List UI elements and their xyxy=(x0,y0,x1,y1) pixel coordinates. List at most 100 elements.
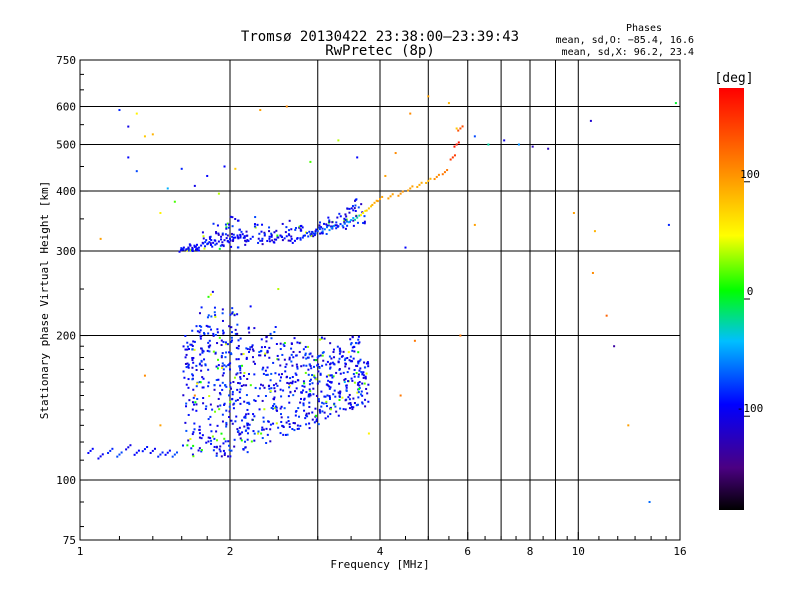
data-point xyxy=(289,239,292,242)
data-point xyxy=(318,355,321,358)
data-point xyxy=(188,248,191,251)
data-point xyxy=(329,386,332,389)
data-point xyxy=(262,416,265,419)
data-point xyxy=(357,396,360,399)
data-point xyxy=(270,235,273,238)
data-point xyxy=(355,364,358,367)
data-point xyxy=(213,306,216,309)
data-point xyxy=(370,205,373,208)
data-point xyxy=(319,354,322,357)
data-point xyxy=(137,449,140,452)
data-point xyxy=(234,332,237,335)
data-point xyxy=(338,357,341,360)
data-point xyxy=(301,384,304,387)
data-point xyxy=(286,433,289,436)
data-point xyxy=(285,376,288,379)
data-point xyxy=(247,412,250,415)
data-point xyxy=(197,449,200,452)
data-point xyxy=(135,170,138,173)
data-point xyxy=(293,429,296,432)
data-point xyxy=(351,335,354,338)
data-point xyxy=(228,363,231,366)
data-point xyxy=(221,413,224,416)
data-point xyxy=(343,221,346,224)
data-point xyxy=(350,342,353,345)
data-point xyxy=(362,374,365,377)
colorbar-tick-label: 100 xyxy=(740,168,760,181)
data-point xyxy=(188,347,191,350)
data-point xyxy=(273,331,276,334)
data-point xyxy=(223,454,226,457)
data-point xyxy=(353,368,356,371)
data-point xyxy=(338,382,341,385)
data-point xyxy=(301,226,304,229)
colorbar-label: [deg] xyxy=(714,71,753,86)
data-point xyxy=(261,426,264,429)
data-point xyxy=(221,388,224,391)
data-point xyxy=(127,156,130,159)
y-tick-label: 500 xyxy=(56,139,76,152)
data-point xyxy=(209,415,212,418)
data-point xyxy=(201,434,204,437)
data-point xyxy=(252,430,255,433)
data-point xyxy=(209,423,212,426)
data-point xyxy=(220,432,223,435)
data-point xyxy=(345,386,348,389)
data-point xyxy=(287,416,290,419)
data-point xyxy=(336,345,339,348)
data-point xyxy=(413,339,416,342)
data-point xyxy=(202,242,205,245)
data-point xyxy=(270,232,273,235)
data-point xyxy=(323,411,326,414)
data-point xyxy=(344,377,347,380)
data-point xyxy=(275,406,278,409)
data-point xyxy=(232,380,235,383)
data-point xyxy=(219,393,222,396)
data-point xyxy=(357,373,360,376)
data-point xyxy=(352,345,355,348)
data-point xyxy=(348,207,351,210)
data-point xyxy=(329,413,332,416)
data-point xyxy=(367,400,370,403)
data-point xyxy=(268,240,271,243)
data-point xyxy=(187,413,190,416)
data-point xyxy=(347,351,350,354)
data-point xyxy=(371,203,374,206)
data-point xyxy=(308,353,311,356)
data-point xyxy=(259,109,262,112)
data-point xyxy=(305,412,308,415)
data-point xyxy=(230,232,233,235)
data-point xyxy=(299,229,302,232)
data-point xyxy=(207,381,210,384)
data-point xyxy=(308,383,311,386)
data-point xyxy=(218,392,221,395)
data-point xyxy=(226,222,229,225)
data-point xyxy=(364,209,367,212)
y-tick-label: 100 xyxy=(56,474,76,487)
data-point xyxy=(201,231,204,234)
data-point xyxy=(242,448,245,451)
data-point xyxy=(186,348,189,351)
data-point xyxy=(235,373,238,376)
data-point xyxy=(347,380,350,383)
data-point xyxy=(241,233,244,236)
data-point xyxy=(321,401,324,404)
data-point xyxy=(251,418,254,421)
data-point xyxy=(329,374,332,377)
data-point xyxy=(397,194,400,197)
data-point xyxy=(318,366,321,369)
data-point xyxy=(319,411,322,414)
data-point xyxy=(299,228,302,231)
data-point xyxy=(364,377,367,380)
data-point xyxy=(231,235,234,238)
data-point xyxy=(196,382,199,385)
data-point xyxy=(338,392,341,395)
data-point xyxy=(251,356,254,359)
data-point xyxy=(321,410,324,413)
data-point xyxy=(203,358,206,361)
data-point xyxy=(200,244,203,247)
data-point xyxy=(207,341,210,344)
data-point xyxy=(319,221,322,224)
data-point xyxy=(202,386,205,389)
data-point xyxy=(120,451,123,454)
